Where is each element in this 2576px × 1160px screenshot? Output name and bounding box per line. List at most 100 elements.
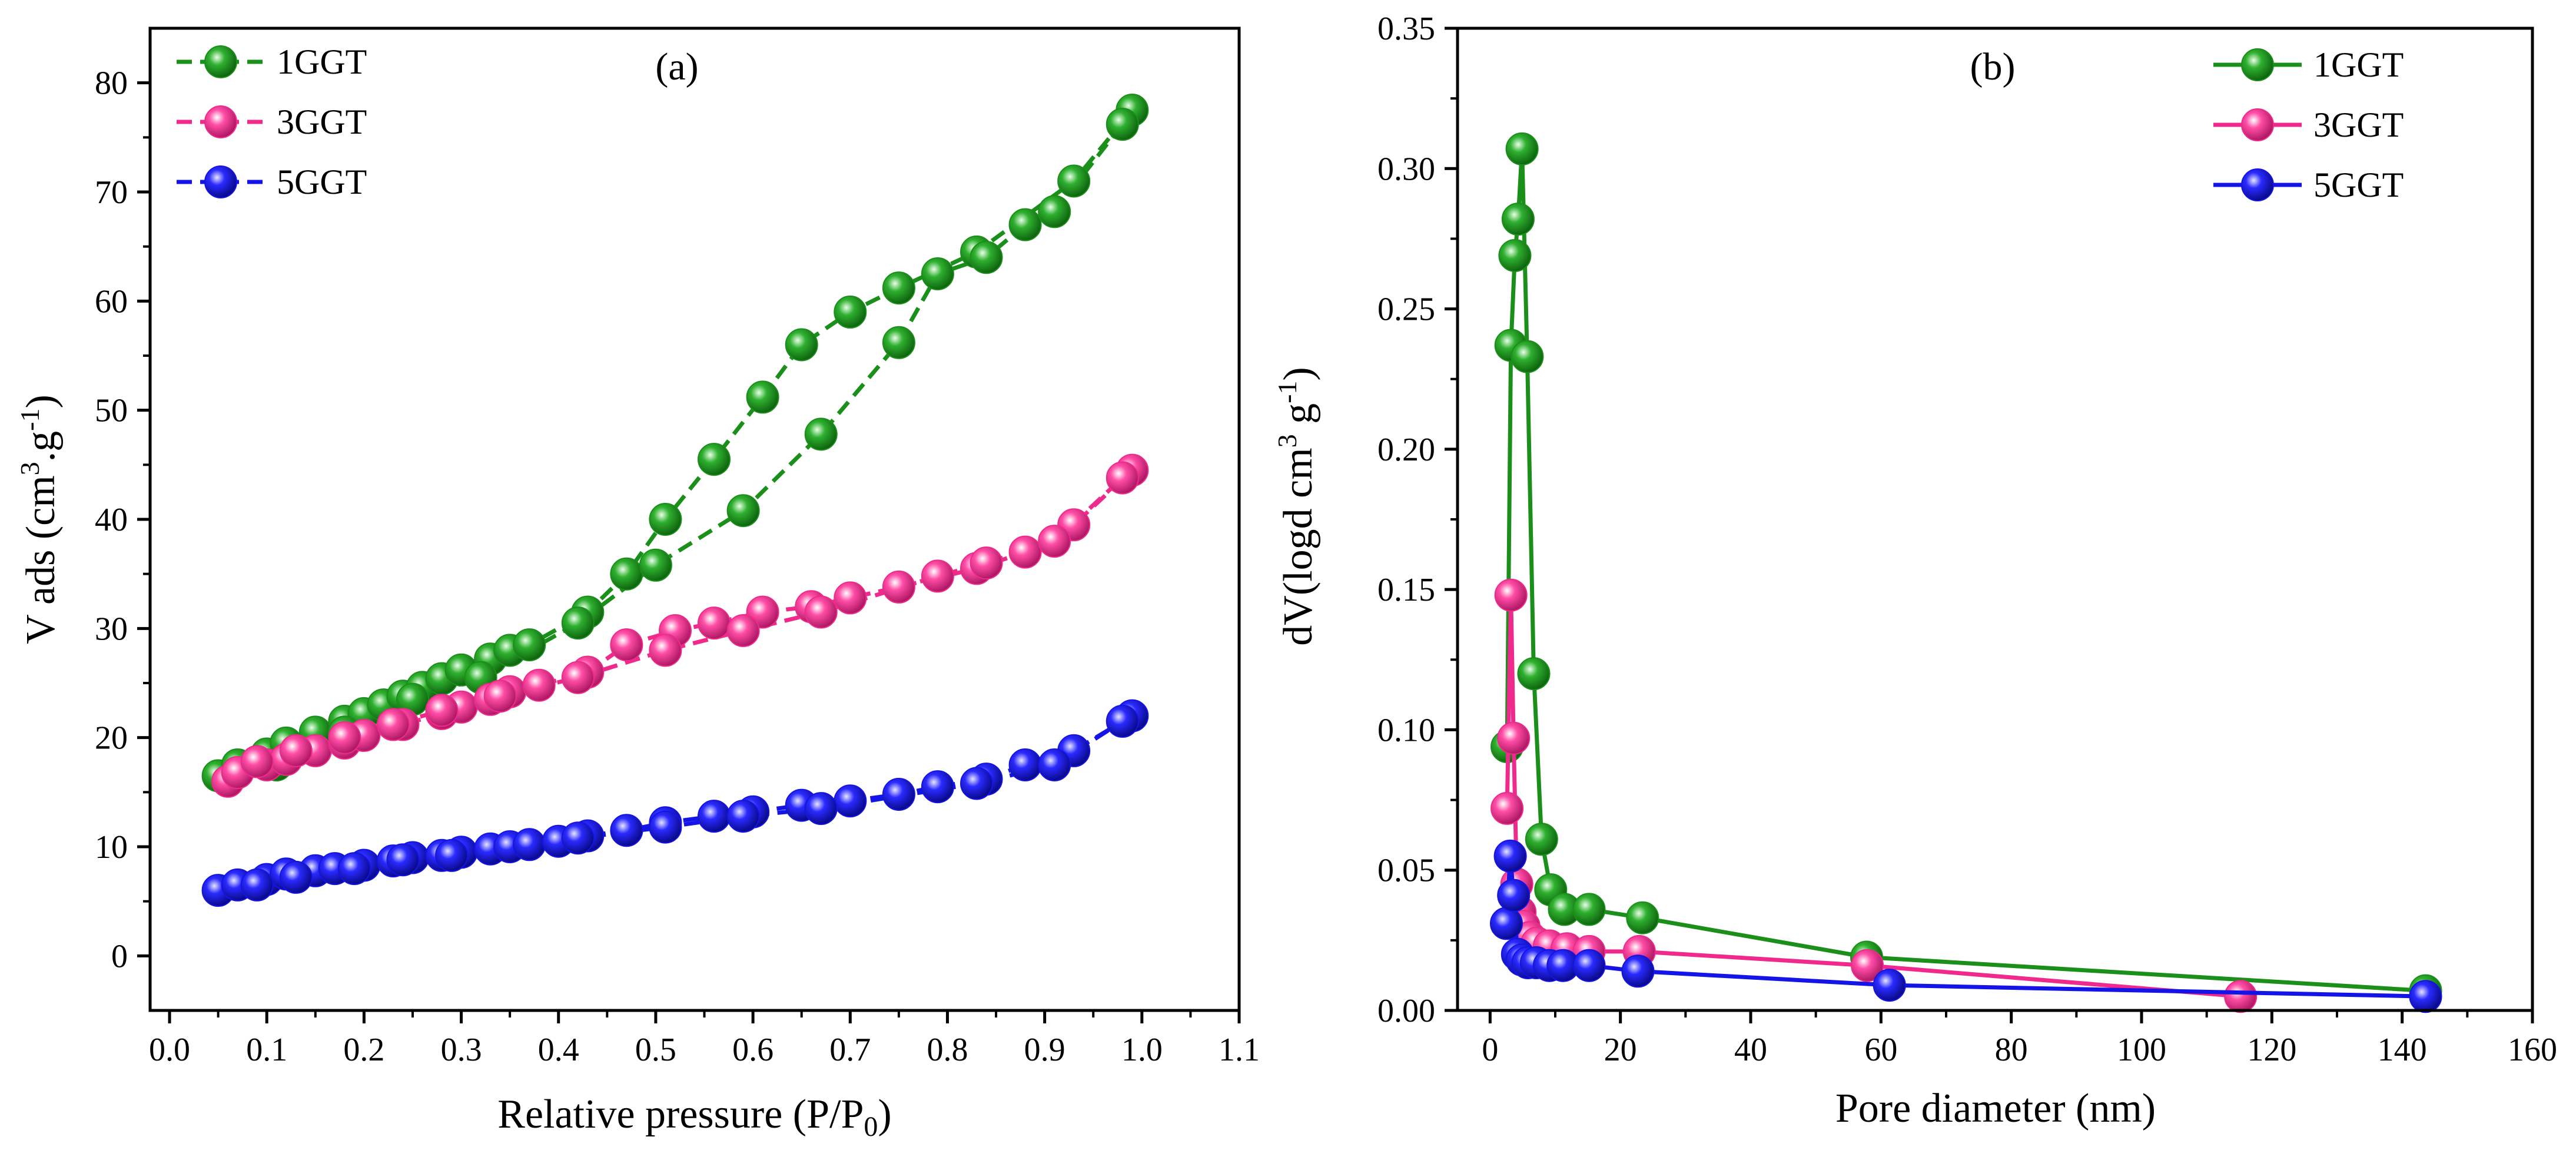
data-point-3ggt [649, 634, 682, 667]
panel-b-xtick-label: 100 [2117, 1032, 2166, 1068]
panel-b: 0 20 40 60 80 100 120 140 160 0.000.050.100.150.… [1272, 11, 2557, 1131]
legend-marker-3ggt [204, 105, 237, 138]
legend-label-1ggt: 1GGT [277, 42, 367, 81]
data-point-1ggt [1038, 195, 1071, 228]
data-point-3ggt [834, 581, 867, 615]
data-point-3ggt [561, 661, 595, 694]
panel-b-ytick-label: 0.25 [1377, 291, 1435, 328]
panel-a-xtick-label: 0.8 [927, 1032, 968, 1068]
panel-a-x-axis-title: Relative pressure (P/P0) [497, 1092, 891, 1142]
data-point-1ggt [1498, 239, 1532, 272]
panel-a-ytick-label: 80 [95, 65, 128, 102]
legend-label-5ggt: 5GGT [277, 163, 367, 201]
panel-a-ytick-label: 20 [95, 720, 128, 757]
data-point-1ggt [698, 443, 731, 476]
data-point-5ggt [1490, 907, 1523, 940]
data-point-1ggt [561, 606, 595, 640]
panel-a-ytick-label: 50 [95, 393, 128, 429]
data-point-1ggt [639, 548, 672, 582]
panel-a-xtick-label: 0.5 [635, 1032, 676, 1068]
panel-a-ytick-label: 0 [111, 938, 128, 975]
panel-b-ytick-label: 0.05 [1377, 853, 1435, 889]
panel-a-xtick-label: 0.2 [343, 1032, 384, 1068]
series-line-1ggt [217, 108, 1134, 778]
series-line-5ggt [217, 714, 1134, 893]
data-point-5ggt [435, 838, 469, 872]
panel-b-y-axis-title: dV(logd cm3 g-1) [1272, 367, 1321, 645]
data-point-5ggt [1497, 879, 1531, 912]
data-point-5ggt [1493, 839, 1527, 873]
data-point-3ggt [1497, 721, 1531, 755]
panel-a-xtick-label: 0.3 [441, 1032, 482, 1068]
data-point-1ggt [1572, 893, 1606, 926]
data-point-1ggt [1008, 208, 1042, 241]
data-point-5ggt [337, 852, 371, 886]
panel-a-label: (a) [655, 45, 698, 88]
data-point-3ggt [1494, 578, 1528, 612]
panel-b-xtick-label: 80 [1995, 1032, 2028, 1068]
legend-label-3ggt: 3GGT [2313, 105, 2404, 144]
panel-a-y-axis-title: V ads (cm3.g-1) [15, 395, 64, 644]
data-point-3ggt [522, 668, 556, 702]
panel-a-xtick-label: 0.0 [149, 1032, 190, 1068]
data-point-3ggt [970, 546, 1003, 580]
data-point-5ggt [610, 814, 643, 847]
data-point-1ggt [1501, 203, 1535, 236]
panel-b-ytick-label: 0.10 [1377, 712, 1435, 748]
data-point-5ggt [279, 860, 313, 894]
panel-a-legend: 1GGT 3GGT 5GGT [177, 42, 367, 201]
panel-a-ytick-label: 60 [95, 283, 128, 320]
legend-marker-5ggt [204, 165, 237, 198]
panel-b-ytick-label: 0.20 [1377, 432, 1435, 468]
data-point-3ggt [2224, 980, 2258, 1013]
data-point-1ggt [746, 380, 779, 414]
data-point-1ggt [1511, 340, 1544, 373]
legend-marker-3ggt [2241, 108, 2274, 141]
data-point-5ggt [1106, 704, 1139, 738]
legend-label-3ggt: 3GGT [277, 102, 367, 141]
data-point-3ggt [921, 559, 954, 593]
data-point-3ggt [328, 721, 361, 754]
panel-a-xtick-label: 1.1 [1219, 1032, 1260, 1068]
panel-a-ytick-label: 30 [95, 611, 128, 647]
legend-marker-1ggt [204, 45, 237, 78]
data-point-5ggt [1008, 748, 1042, 781]
data-point-3ggt [1038, 525, 1071, 558]
panel-b-xticks: 0 20 40 60 80 100 120 140 160 [1482, 1010, 2557, 1068]
legend-marker-5ggt [2241, 168, 2274, 201]
series-line-3ggt [1505, 593, 2241, 999]
data-point-1ggt [513, 628, 546, 662]
data-point-5ggt [386, 843, 420, 877]
data-point-5ggt [649, 810, 682, 844]
data-point-3ggt [279, 734, 313, 767]
data-point-5ggt [921, 770, 954, 804]
data-point-5ggt [561, 821, 595, 855]
data-point-3ggt [376, 708, 410, 741]
panel-b-legend: 1GGT 3GGT 5GGT [2213, 45, 2404, 204]
data-point-3ggt [1491, 791, 1524, 825]
data-point-1ggt [649, 503, 682, 536]
panel-a-yticks: 0 10 20 30 40 50 60 70 80 [95, 65, 150, 975]
panel-b-xtick-label: 20 [1604, 1032, 1637, 1068]
data-point-5ggt [726, 800, 760, 833]
data-point-1ggt [1106, 108, 1139, 141]
legend-label-1ggt: 1GGT [2313, 45, 2404, 84]
panel-a-series-layer [201, 94, 1149, 907]
data-point-5ggt [513, 828, 546, 861]
panel-a-xtick-label: 0.4 [538, 1032, 579, 1068]
data-point-1ggt [882, 326, 915, 359]
panel-b-xtick-label: 140 [2378, 1032, 2427, 1068]
panel-b-ytick-label: 0.35 [1377, 11, 1435, 47]
panel-b-ytick-label: 0.30 [1377, 151, 1435, 187]
data-point-1ggt [785, 328, 818, 362]
data-point-3ggt [240, 745, 274, 778]
panel-b-xtick-label: 60 [1864, 1032, 1897, 1068]
data-point-5ggt [882, 778, 915, 811]
data-point-3ggt [483, 680, 517, 713]
legend-label-5ggt: 5GGT [2313, 165, 2404, 204]
panel-b-ytick-label: 0.00 [1377, 993, 1435, 1029]
data-point-1ggt [1517, 657, 1551, 691]
data-point-1ggt [1626, 901, 1659, 934]
data-point-3ggt [1008, 535, 1042, 569]
